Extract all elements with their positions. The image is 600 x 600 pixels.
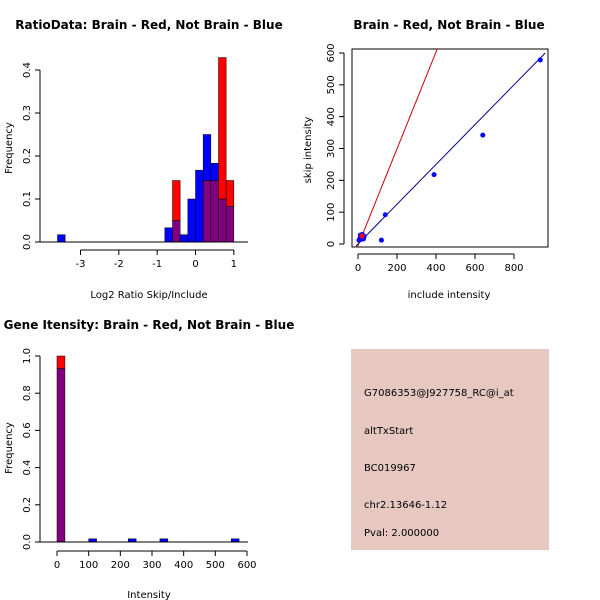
ratio-histogram-bar-not-brain xyxy=(202,134,212,181)
ratio-histogram-x-axis: -3 -2 -1 0 1 xyxy=(76,249,237,270)
ratio-histogram-bar-not-brain xyxy=(210,163,219,181)
ratio-histogram-y-tick-label: 0.1 xyxy=(22,191,33,207)
intensity-scatter-x-tick-label: 800 xyxy=(504,263,523,274)
gene-intensity-histogram-y-tick-label: 0.2 xyxy=(22,497,33,513)
info-panel: G7086353@J927758_RC@i_at altTxStart BC01… xyxy=(351,349,549,550)
intensity-scatter-y-tick-label: 400 xyxy=(326,107,337,126)
gene-intensity-histogram-x-label: Intensity xyxy=(127,590,171,600)
ratio-histogram-bar-brain xyxy=(172,180,181,221)
intensity-scatter-title: Brain - Red, Not Brain - Blue xyxy=(353,18,544,32)
intensity-scatter-point-not-brain xyxy=(537,57,543,63)
ratio-histogram-title: RatioData: Brain - Red, Not Brain - Blue xyxy=(15,18,282,32)
intensity-scatter-x-tick-label: 400 xyxy=(426,263,445,274)
intensity-scatter-y-tick-label: 300 xyxy=(326,139,337,158)
intensity-scatter-y-tick-label: 100 xyxy=(326,203,337,222)
intensity-scatter-y-tick-label: 500 xyxy=(326,75,337,94)
gene-intensity-histogram-bar-overlap xyxy=(56,368,66,543)
gene-intensity-histogram-x-tick-label: 500 xyxy=(206,560,225,571)
intensity-scatter-point-brain xyxy=(359,233,365,239)
info-accession: BC019967 xyxy=(364,463,416,474)
intensity-scatter-point-not-brain xyxy=(480,132,486,138)
ratio-histogram-bar-not-brain xyxy=(179,234,189,243)
intensity-scatter-points xyxy=(356,57,543,243)
gene-intensity-histogram-x-tick-label: 600 xyxy=(237,560,256,571)
intensity-scatter-y-label: skip intensity xyxy=(303,117,314,184)
intensity-scatter-plot-frame xyxy=(351,48,549,248)
info-event-type: altTxStart xyxy=(364,426,413,437)
gene-intensity-histogram-bars xyxy=(56,355,240,543)
gene-intensity-histogram-y-tick-label: 0.6 xyxy=(22,422,33,438)
info-pval: Pval: 2.000000 xyxy=(364,528,439,539)
ratio-histogram-x-tick-label: 0 xyxy=(192,259,198,270)
gene-intensity-histogram-x-tick-label: 400 xyxy=(174,560,193,571)
ratio-histogram-y-axis: 0.0 0.1 0.2 0.3 0.4 xyxy=(22,62,41,250)
gene-intensity-histogram: Gene Itensity: Brain - Red, Not Brain - … xyxy=(4,318,295,600)
intensity-scatter-x-tick-label: 600 xyxy=(465,263,484,274)
ratio-histogram-x-tick-label: -3 xyxy=(76,259,86,270)
intensity-scatter-x-axis: 0 200 400 600 800 xyxy=(355,253,524,274)
ratio-histogram-x-tick-label: 1 xyxy=(231,259,237,270)
ratio-histogram-y-label: Frequency xyxy=(4,122,15,174)
gene-intensity-histogram-title: Gene Itensity: Brain - Red, Not Brain - … xyxy=(4,318,295,332)
ratio-histogram: RatioData: Brain - Red, Not Brain - Blue… xyxy=(4,18,283,301)
info-panel-background xyxy=(351,349,549,550)
ratio-histogram-bar-not-brain xyxy=(57,234,66,243)
ratio-histogram-x-label: Log2 Ratio Skip/Include xyxy=(90,290,207,301)
ratio-histogram-bar-not-brain xyxy=(164,227,173,243)
ratio-histogram-bar-not-brain xyxy=(187,198,196,243)
ratio-histogram-bar-brain xyxy=(218,57,227,200)
gene-intensity-histogram-x-tick-label: 300 xyxy=(142,560,161,571)
intensity-scatter-fit-line-brain xyxy=(356,49,438,247)
intensity-scatter: Brain - Red, Not Brain - Blue 0 200 400 600… xyxy=(303,18,549,301)
gene-intensity-histogram-y-label: Frequency xyxy=(4,422,15,474)
intensity-scatter-y-tick-label: 200 xyxy=(326,171,337,190)
ratio-histogram-x-tick-label: -1 xyxy=(152,259,162,270)
intensity-scatter-point-not-brain xyxy=(378,237,384,243)
gene-intensity-histogram-y-tick-label: 0.0 xyxy=(22,534,33,550)
gene-intensity-histogram-x-tick-label: 0 xyxy=(54,560,60,571)
info-probe-id: G7086353@J927758_RC@i_at xyxy=(364,388,514,399)
ratio-histogram-y-tick-label: 0.3 xyxy=(22,105,33,121)
ratio-histogram-y-tick-label: 0.0 xyxy=(22,234,33,250)
info-location: chr2.13646-1.12 xyxy=(364,500,447,511)
intensity-scatter-y-tick-label: 600 xyxy=(326,43,337,62)
gene-intensity-histogram-y-tick-label: 1.0 xyxy=(22,348,33,364)
intensity-scatter-y-axis: 0 100 200 300 400 500 600 xyxy=(326,43,345,247)
gene-intensity-histogram-x-tick-label: 100 xyxy=(79,560,98,571)
ratio-histogram-x-tick-label: -2 xyxy=(114,259,124,270)
ratio-histogram-bar-not-brain xyxy=(195,169,204,243)
gene-intensity-histogram-y-axis: 0.0 0.2 0.4 0.6 0.8 1.0 xyxy=(22,348,41,550)
ratio-histogram-bar-overlap xyxy=(210,180,219,243)
intensity-scatter-point-not-brain xyxy=(382,212,388,218)
ratio-histogram-bars xyxy=(57,57,235,243)
ratio-histogram-y-tick-label: 0.4 xyxy=(22,62,33,78)
ratio-histogram-bar-overlap xyxy=(218,198,227,243)
ratio-histogram-bar-overlap xyxy=(202,180,212,243)
intensity-scatter-x-tick-label: 0 xyxy=(355,263,361,274)
ratio-histogram-bar-overlap xyxy=(225,206,235,243)
gene-intensity-histogram-x-tick-label: 200 xyxy=(111,560,130,571)
intensity-scatter-x-label: include intensity xyxy=(408,290,491,301)
ratio-histogram-bar-brain xyxy=(225,180,235,207)
gene-intensity-histogram-y-tick-label: 0.4 xyxy=(22,460,33,476)
gene-intensity-histogram-y-tick-label: 0.8 xyxy=(22,385,33,401)
ratio-histogram-y-tick-label: 0.2 xyxy=(22,148,33,164)
gene-intensity-histogram-x-axis: 0 100 200 300 400 500 600 xyxy=(54,550,257,571)
ratio-histogram-bar-overlap xyxy=(172,220,181,243)
intensity-scatter-x-tick-label: 200 xyxy=(387,263,406,274)
intensity-scatter-y-tick-label: 0 xyxy=(326,241,337,247)
intensity-scatter-point-not-brain xyxy=(431,172,437,178)
gene-intensity-histogram-bar-brain xyxy=(56,355,66,369)
